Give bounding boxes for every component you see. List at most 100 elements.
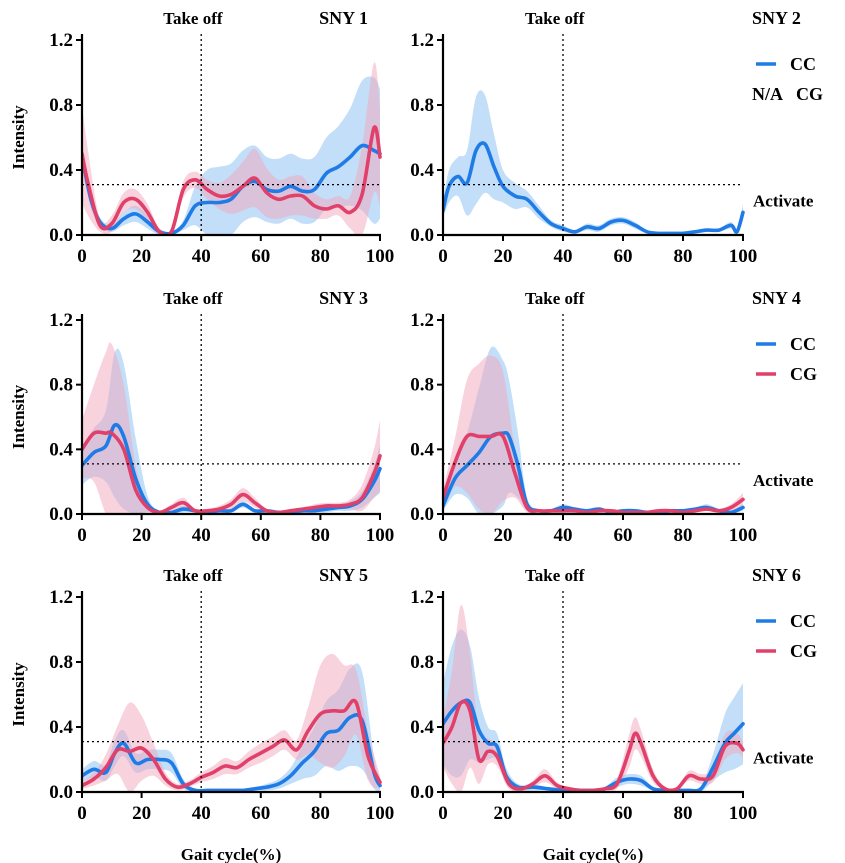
x-tick-label: 100	[729, 525, 758, 546]
legend-prefix: N/A	[752, 84, 783, 104]
activate-label: Activate	[753, 192, 814, 211]
panel-title: SNY 4	[752, 288, 801, 308]
y-tick-label: 1.2	[49, 310, 73, 331]
band-cc	[443, 90, 743, 235]
panel-title: SNY 5	[319, 565, 368, 585]
panel-3: 0.0 0.4 0.8 1.2 0 20 40 60 80 100 Take off SNY 3 Int…	[9, 288, 394, 546]
panel-title: SNY 1	[319, 8, 368, 28]
x-tick-label: 0	[77, 803, 87, 824]
x-tick-label: 60	[251, 525, 270, 546]
plot-area	[443, 346, 745, 514]
plot-area	[82, 342, 382, 514]
x-tick-label: 40	[554, 246, 573, 267]
takeoff-label: Take off	[525, 289, 585, 308]
y-tick-label: 0.8	[49, 95, 73, 116]
y-tick-label: 0.0	[410, 504, 434, 525]
y-tick-label: 1.2	[410, 587, 434, 608]
legend-label: CG	[790, 641, 817, 661]
y-tick-label: 0.4	[410, 160, 434, 181]
activate-label: Activate	[753, 749, 814, 768]
line-cc	[82, 713, 382, 792]
x-tick-label: 0	[438, 525, 448, 546]
band-cg	[443, 605, 743, 792]
x-tick-label: 100	[366, 525, 395, 546]
band-cg	[82, 653, 380, 792]
x-tick-label: 100	[729, 803, 758, 824]
plot-area	[82, 62, 382, 235]
y-tick-label: 1.2	[410, 310, 434, 331]
panel-2: 0.0 0.4 0.8 1.2 0 20 40 60 80 100 Take off SNY 2 Act…	[410, 8, 823, 267]
x-tick-label: 20	[494, 525, 513, 546]
line-cc	[82, 422, 382, 514]
x-tick-label: 20	[132, 803, 151, 824]
x-tick-label: 0	[438, 246, 448, 267]
x-tick-label: 60	[614, 803, 633, 824]
x-tick-label: 100	[366, 803, 395, 824]
y-tick-label: 0.8	[410, 652, 434, 673]
line-cg	[82, 430, 382, 514]
x-tick-label: 20	[132, 246, 151, 267]
y-tick-label: 0.4	[49, 160, 73, 181]
takeoff-label: Take off	[163, 566, 223, 585]
y-tick-label: 0.0	[49, 782, 73, 803]
y-axis-label: Intensity	[9, 105, 28, 170]
plot-area	[443, 605, 745, 792]
x-axis-label: Gait cycle(%)	[543, 845, 644, 863]
y-tick-label: 0.8	[410, 375, 434, 396]
panel-6: 0.0 0.4 0.8 1.2 0 20 40 60 80 100 Take off SNY 6 Act…	[410, 565, 817, 863]
x-tick-label: 80	[674, 803, 693, 824]
x-tick-label: 60	[251, 803, 270, 824]
x-tick-label: 60	[614, 246, 633, 267]
legend-label: CG	[796, 84, 823, 104]
x-tick-label: 20	[494, 246, 513, 267]
y-axis-label: Intensity	[9, 384, 28, 449]
plot-area	[443, 90, 745, 235]
band-cc	[443, 629, 743, 792]
takeoff-label: Take off	[163, 9, 223, 28]
x-tick-label: 80	[674, 246, 693, 267]
legend-label: CC	[790, 54, 816, 74]
x-tick-label: 0	[77, 525, 87, 546]
x-tick-label: 0	[438, 803, 448, 824]
x-tick-label: 40	[554, 803, 573, 824]
x-axis-label: Gait cycle(%)	[181, 845, 282, 863]
y-tick-label: 0.8	[49, 652, 73, 673]
x-tick-label: 60	[614, 525, 633, 546]
takeoff-label: Take off	[525, 9, 585, 28]
x-tick-label: 60	[251, 246, 270, 267]
x-tick-label: 100	[729, 246, 758, 267]
activate-label: Activate	[753, 471, 814, 490]
legend-label: CC	[790, 611, 816, 631]
y-tick-label: 0.8	[49, 375, 73, 396]
y-tick-label: 1.2	[49, 587, 73, 608]
y-tick-label: 0.0	[49, 504, 73, 525]
line-cc	[82, 143, 382, 235]
panel-4: 0.0 0.4 0.8 1.2 0 20 40 60 80 100 Take off SNY 4 Act…	[410, 288, 817, 546]
x-tick-label: 100	[366, 246, 395, 267]
x-tick-label: 0	[77, 246, 87, 267]
line-cg	[443, 431, 745, 514]
y-tick-label: 0.4	[49, 439, 73, 460]
band-cg	[82, 342, 380, 514]
legend-label: CC	[790, 334, 816, 354]
plot-area	[82, 653, 382, 792]
x-tick-label: 80	[311, 246, 330, 267]
x-tick-label: 80	[311, 525, 330, 546]
line-cc	[443, 141, 745, 235]
band-cg	[443, 355, 743, 514]
y-axis-label: Intensity	[9, 662, 28, 727]
x-tick-label: 40	[192, 803, 211, 824]
y-tick-label: 0.0	[49, 225, 73, 246]
y-tick-label: 0.4	[410, 717, 434, 738]
line-cg	[82, 125, 382, 235]
y-tick-label: 1.2	[49, 30, 73, 51]
x-tick-label: 40	[192, 525, 211, 546]
y-tick-label: 0.8	[410, 95, 434, 116]
y-tick-label: 0.4	[410, 439, 434, 460]
x-tick-label: 40	[554, 525, 573, 546]
x-tick-label: 20	[494, 803, 513, 824]
x-tick-label: 80	[311, 803, 330, 824]
y-tick-label: 0.4	[49, 717, 73, 738]
y-tick-label: 0.0	[410, 782, 434, 803]
